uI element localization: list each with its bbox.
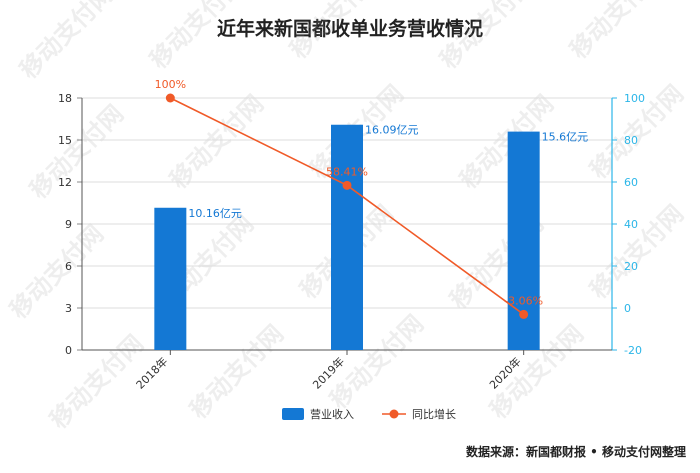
y-right-tick-label: 100	[624, 92, 645, 105]
data-source: 数据来源：新国都财报 • 移动支付网整理	[465, 445, 686, 459]
y-left-tick-label: 18	[58, 92, 72, 105]
legend-line-marker	[389, 409, 399, 419]
watermark-text: 移动支付网	[184, 320, 289, 425]
y-right-tick-label: -20	[624, 344, 642, 357]
y-left-tick-label: 15	[58, 134, 72, 147]
growth-point	[165, 93, 175, 103]
y-left-tick-label: 6	[65, 260, 72, 273]
watermark-text: 移动支付网	[584, 200, 689, 305]
y-left-tick-label: 9	[65, 218, 72, 231]
bar	[331, 124, 363, 351]
y-left-tick-label: 3	[65, 302, 72, 315]
y-left-tick-label: 0	[65, 344, 72, 357]
y-right-tick-label: 20	[624, 260, 638, 273]
legend-bar-label: 营业收入	[310, 407, 354, 421]
y-left-tick-label: 12	[58, 176, 72, 189]
watermark-text: 移动支付网	[564, 0, 669, 64]
watermark-text: 移动支付网	[24, 100, 129, 205]
growth-point	[519, 309, 529, 319]
legend-line-label: 同比增长	[412, 407, 456, 421]
growth-data-label: 58.41%	[326, 165, 368, 178]
growth-point	[342, 180, 352, 190]
watermark-text: 移动支付网	[434, 0, 539, 74]
watermark-text: 移动支付网	[4, 220, 109, 325]
bar-data-label: 15.6亿元	[542, 131, 589, 144]
y-right-tick-label: 0	[624, 302, 631, 315]
y-right-tick-label: 40	[624, 218, 638, 231]
y-right-tick-label: 80	[624, 134, 638, 147]
growth-data-label: 100%	[155, 78, 186, 91]
watermark-text: 移动支付网	[14, 0, 119, 84]
bar-data-label: 16.09亿元	[365, 124, 419, 137]
watermark-text: 移动支付网	[164, 90, 269, 195]
bar-data-label: 10.16亿元	[188, 207, 242, 220]
growth-data-label: -3.06%	[504, 294, 543, 307]
y-right-tick-label: 60	[624, 176, 638, 189]
watermark-text: 移动支付网	[144, 0, 249, 74]
watermark-text: 移动支付网	[284, 0, 389, 64]
legend-bar-swatch	[282, 408, 304, 420]
bar	[154, 207, 187, 350]
chart-title: 近年来新国都收单业务营收情况	[216, 18, 483, 40]
